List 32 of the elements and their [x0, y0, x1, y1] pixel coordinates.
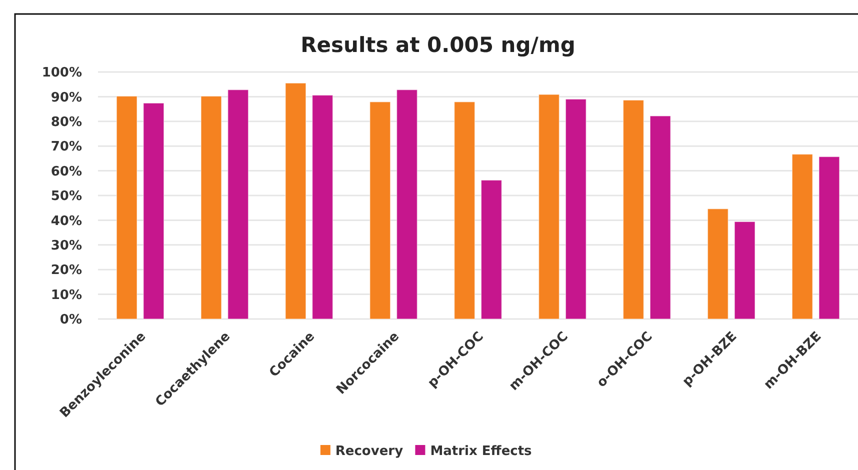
bar — [285, 82, 306, 320]
y-tick-label: 80% — [50, 114, 82, 130]
bar — [454, 102, 476, 320]
bar — [818, 156, 840, 320]
y-tick-label: 100% — [42, 66, 82, 81]
bar — [650, 116, 671, 320]
bar — [792, 154, 813, 320]
bar — [538, 94, 560, 320]
bar — [707, 208, 728, 320]
bar — [228, 89, 249, 320]
bar — [116, 96, 138, 320]
bar — [565, 98, 586, 320]
bar — [143, 102, 164, 320]
y-tick-label: 40% — [50, 214, 82, 229]
legend-label: Recovery — [335, 444, 404, 459]
y-tick-label: 0% — [60, 312, 82, 328]
bar — [734, 221, 756, 320]
y-tick-label: 50% — [50, 189, 82, 204]
y-tick-label: 70% — [50, 140, 82, 155]
y-tick-label: 20% — [50, 263, 82, 278]
y-tick-label: 10% — [50, 288, 82, 303]
bar — [622, 100, 644, 320]
legend-label: Matrix Effects — [430, 444, 532, 459]
bar — [312, 94, 334, 320]
bar — [370, 102, 391, 320]
bar — [396, 89, 418, 320]
y-tick-label: 90% — [50, 90, 82, 106]
bar — [480, 180, 502, 320]
y-tick-label: 60% — [50, 164, 82, 180]
bar — [200, 96, 222, 320]
chart-title: Results at 0.005 ng/mg — [300, 33, 576, 57]
y-tick-label: 30% — [50, 238, 82, 254]
